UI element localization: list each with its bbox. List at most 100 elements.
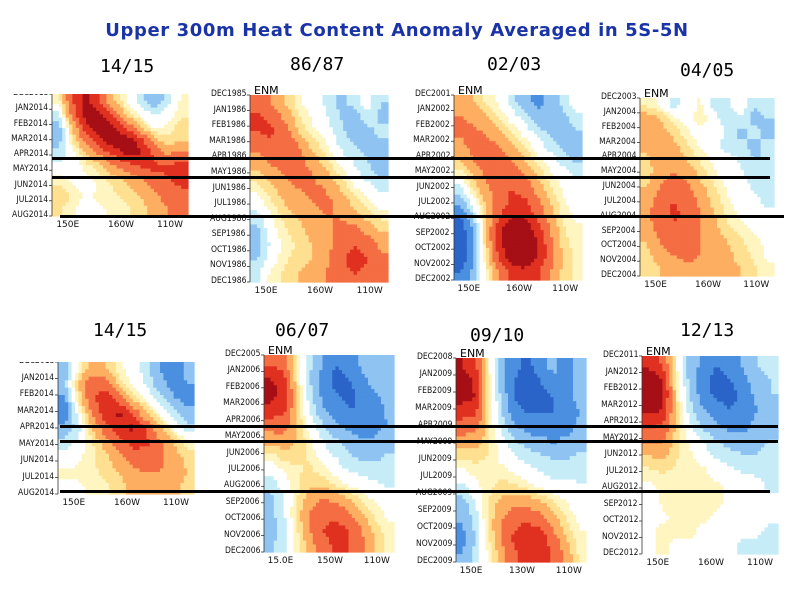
heatmap-cell xyxy=(502,105,506,110)
heatmap-cell xyxy=(291,148,296,154)
heatmap-cell xyxy=(575,173,580,178)
heatmap-cell xyxy=(502,198,506,203)
heatmap-cell xyxy=(52,114,56,119)
heatmap-cell xyxy=(356,274,361,280)
heatmap-cell xyxy=(463,130,468,135)
heatmap-cell xyxy=(250,235,255,240)
heatmap-cell xyxy=(346,148,351,154)
heatmap-cell xyxy=(332,192,337,197)
heatmap-cell xyxy=(157,185,162,190)
heatmap-cell xyxy=(253,271,258,276)
heatmap-cell xyxy=(332,235,337,240)
heatmap-cell xyxy=(360,235,365,240)
heatmap-cell xyxy=(534,159,538,164)
heatmap-cell xyxy=(277,242,282,247)
heatmap-cell xyxy=(58,209,63,214)
heatmap-cell xyxy=(52,127,56,132)
heatmap-cell xyxy=(479,198,484,203)
heatmap-cell xyxy=(479,112,484,117)
heatmap-cell xyxy=(140,205,145,210)
heatmap-cell xyxy=(103,134,107,139)
heatmap-cell xyxy=(308,271,313,276)
heatmap-cell xyxy=(454,112,458,117)
heatmap-cell xyxy=(578,162,583,167)
heatmap-cell xyxy=(479,137,484,142)
heatmap-cell xyxy=(287,134,292,139)
heatmap-cell xyxy=(367,202,372,208)
heatmap-cell xyxy=(374,177,379,182)
heatmap-cell xyxy=(294,249,299,254)
heatmap-cell xyxy=(556,130,561,135)
heatmap-cell xyxy=(160,212,165,217)
heatmap-cell xyxy=(291,199,296,204)
heatmap-cell xyxy=(332,249,337,254)
heatmap-cell xyxy=(312,195,317,200)
heatmap-cell xyxy=(466,134,471,139)
heatmap-cell xyxy=(174,117,179,122)
heatmap-cell xyxy=(498,198,503,203)
heatmap-cell xyxy=(116,161,121,166)
heatmap-cell xyxy=(113,94,118,98)
heatmap-cell xyxy=(537,205,541,210)
heatmap-cell xyxy=(502,201,506,206)
heatmap-cell xyxy=(164,97,169,102)
heatmap-cell xyxy=(578,130,583,135)
period-label: 04/05 xyxy=(680,60,735,81)
heatmap-cell xyxy=(277,159,282,164)
heatmap-cell xyxy=(267,271,272,276)
heatmap-cell xyxy=(367,260,372,265)
heatmap-cell xyxy=(518,212,522,217)
heatmap-cell xyxy=(466,123,471,128)
heatmap-cell xyxy=(89,151,94,156)
heatmap-cell xyxy=(86,178,90,183)
heatmap-cell xyxy=(181,151,186,156)
heatmap-cell xyxy=(298,195,303,200)
heatmap-cell xyxy=(270,98,275,103)
heatmap-cell xyxy=(133,141,138,146)
heatmap-cell xyxy=(160,110,165,115)
heatmap-cell xyxy=(137,209,141,214)
heatmap-cell xyxy=(384,253,389,258)
heatmap-cell xyxy=(274,231,279,236)
heatmap-cell xyxy=(277,267,282,272)
heatmap-cell xyxy=(137,134,141,139)
heatmap-cell xyxy=(72,124,77,129)
heatmap-cell xyxy=(550,119,554,125)
heatmap-cell xyxy=(367,267,372,272)
heatmap-cell xyxy=(537,187,541,192)
heatmap-cell xyxy=(103,104,107,109)
heatmap-cell xyxy=(482,137,487,142)
heatmap-cell xyxy=(250,210,255,215)
heatmap-cell xyxy=(184,127,189,132)
heatmap-cell xyxy=(353,242,358,247)
heatmap-cell xyxy=(86,127,90,132)
heatmap-cell xyxy=(498,191,503,196)
heatmap-cell xyxy=(267,249,272,254)
heatmap-cell xyxy=(181,209,186,214)
heatmap-cell xyxy=(103,121,107,126)
heatmap-cell xyxy=(470,98,474,103)
heatmap-cell xyxy=(52,161,56,166)
heatmap-cell xyxy=(463,137,468,142)
heatmap-cell xyxy=(514,127,519,132)
heatmap-cell xyxy=(154,188,158,193)
heatmap-cell xyxy=(322,256,327,262)
heatmap-cell xyxy=(72,138,77,143)
heatmap-cell xyxy=(479,194,484,199)
heatmap-cell xyxy=(546,109,551,114)
heatmap-cell xyxy=(75,141,80,146)
heatmap-cell xyxy=(346,188,351,193)
heatmap-cell xyxy=(96,97,101,102)
heatmap-cell xyxy=(460,119,465,125)
heatmap-cell xyxy=(356,238,361,244)
heatmap-cell xyxy=(495,98,500,103)
heatmap-cell xyxy=(294,116,299,121)
heatmap-cell xyxy=(339,102,344,107)
heatmap-cell xyxy=(130,151,135,156)
heatmap-cell xyxy=(312,123,317,128)
heatmap-cell xyxy=(281,267,286,272)
heatmap-cell xyxy=(346,130,351,136)
heatmap-cell xyxy=(301,195,306,200)
heatmap-cell xyxy=(55,117,60,122)
heatmap-cell xyxy=(79,199,84,204)
